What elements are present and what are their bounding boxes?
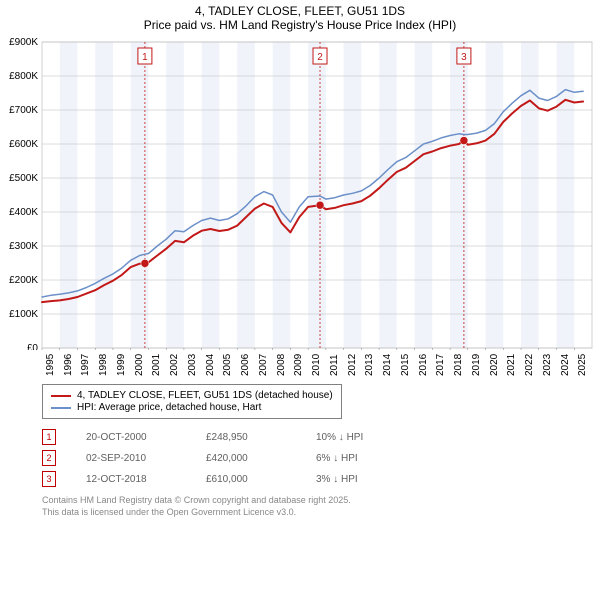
x-tick-label: 2021 xyxy=(506,354,517,376)
x-tick-label: 2005 xyxy=(222,354,233,376)
transaction-date: 02-SEP-2010 xyxy=(86,453,176,464)
transaction-badge: 2 xyxy=(42,450,56,466)
x-tick-label: 2007 xyxy=(258,354,269,376)
x-axis-labels: 1995 1996 1997 1998 1999 2000 2001 2002 2003 2004… xyxy=(0,350,600,378)
x-tick-label: 2010 xyxy=(311,354,322,376)
svg-text:£100K: £100K xyxy=(9,309,38,320)
x-tick-label: 2019 xyxy=(471,354,482,376)
x-tick-label: 2013 xyxy=(364,354,375,376)
x-tick-label: 2000 xyxy=(134,354,145,376)
transaction-date: 20-OCT-2000 xyxy=(86,432,176,443)
transaction-badge: 3 xyxy=(42,471,56,487)
x-tick-label: 2009 xyxy=(293,354,304,376)
x-tick-label: 2012 xyxy=(347,354,358,376)
transaction-price: £420,000 xyxy=(206,453,286,464)
x-tick-label: 2025 xyxy=(577,354,588,376)
transaction-price: £248,950 xyxy=(206,432,286,443)
x-tick-label: 1997 xyxy=(80,354,91,376)
svg-text:£700K: £700K xyxy=(9,105,38,116)
chart-subtitle: Price paid vs. HM Land Registry's House … xyxy=(0,18,600,32)
svg-text:£0: £0 xyxy=(27,343,39,350)
x-tick-label: 2020 xyxy=(489,354,500,376)
legend: 4, TADLEY CLOSE, FLEET, GU51 1DS (detach… xyxy=(42,384,342,419)
x-tick-label: 2024 xyxy=(560,354,571,376)
legend-swatch xyxy=(51,407,71,409)
svg-text:£500K: £500K xyxy=(9,173,38,184)
x-tick-label: 2016 xyxy=(418,354,429,376)
transaction-row: 3 12-OCT-2018 £610,000 3% ↓ HPI xyxy=(42,471,600,487)
x-tick-label: 1999 xyxy=(116,354,127,376)
x-tick-label: 2018 xyxy=(453,354,464,376)
svg-text:£900K: £900K xyxy=(9,38,38,48)
transaction-delta: 6% ↓ HPI xyxy=(316,453,396,464)
transaction-row: 2 02-SEP-2010 £420,000 6% ↓ HPI xyxy=(42,450,600,466)
x-tick-label: 2006 xyxy=(240,354,251,376)
svg-text:2: 2 xyxy=(317,52,323,63)
footer-line-1: Contains HM Land Registry data © Crown c… xyxy=(42,495,600,507)
svg-text:£300K: £300K xyxy=(9,241,38,252)
legend-item: 4, TADLEY CLOSE, FLEET, GU51 1DS (detach… xyxy=(51,390,333,401)
x-tick-label: 1995 xyxy=(45,354,56,376)
transactions-table: 1 20-OCT-2000 £248,950 10% ↓ HPI 2 02-SEP-201… xyxy=(42,429,600,487)
svg-text:1: 1 xyxy=(142,52,148,63)
svg-text:£200K: £200K xyxy=(9,275,38,286)
x-tick-label: 2023 xyxy=(542,354,553,376)
legend-swatch xyxy=(51,395,71,397)
svg-text:£400K: £400K xyxy=(9,207,38,218)
svg-text:£800K: £800K xyxy=(9,71,38,82)
x-tick-label: 1998 xyxy=(98,354,109,376)
transaction-badge: 1 xyxy=(42,429,56,445)
legend-item: HPI: Average price, detached house, Hart xyxy=(51,402,333,413)
x-tick-label: 2011 xyxy=(329,354,340,376)
svg-text:£600K: £600K xyxy=(9,139,38,150)
x-tick-label: 2022 xyxy=(524,354,535,376)
chart-area: £0 £100K £200K £300K £400K £500K £600K £700K £80… xyxy=(0,38,600,378)
x-tick-label: 2015 xyxy=(400,354,411,376)
legend-label: HPI: Average price, detached house, Hart xyxy=(77,402,261,413)
x-tick-label: 2004 xyxy=(205,354,216,376)
transaction-delta: 3% ↓ HPI xyxy=(316,474,396,485)
transaction-delta: 10% ↓ HPI xyxy=(316,432,396,443)
footer-line-2: This data is licensed under the Open Gov… xyxy=(42,507,600,519)
legend-label: 4, TADLEY CLOSE, FLEET, GU51 1DS (detach… xyxy=(77,390,333,401)
x-tick-label: 2003 xyxy=(187,354,198,376)
x-tick-label: 2008 xyxy=(276,354,287,376)
svg-text:3: 3 xyxy=(461,52,467,63)
price-chart: £0 £100K £200K £300K £400K £500K £600K £700K £80… xyxy=(0,38,600,350)
transaction-price: £610,000 xyxy=(206,474,286,485)
x-tick-label: 2002 xyxy=(169,354,180,376)
attribution-footer: Contains HM Land Registry data © Crown c… xyxy=(42,495,600,518)
x-tick-label: 2001 xyxy=(151,354,162,376)
x-tick-label: 2014 xyxy=(382,354,393,376)
transaction-date: 12-OCT-2018 xyxy=(86,474,176,485)
x-tick-label: 2017 xyxy=(435,354,446,376)
x-tick-label: 1996 xyxy=(63,354,74,376)
chart-title: 4, TADLEY CLOSE, FLEET, GU51 1DS xyxy=(0,4,600,18)
transaction-row: 1 20-OCT-2000 £248,950 10% ↓ HPI xyxy=(42,429,600,445)
